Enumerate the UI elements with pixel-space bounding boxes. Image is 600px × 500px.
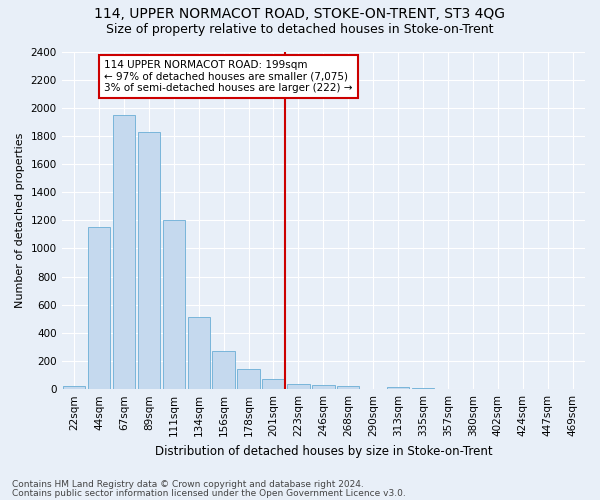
Bar [262, 378, 285, 389]
X-axis label: Distribution of detached houses by size in Stoke-on-Trent: Distribution of detached houses by size … [155, 444, 492, 458]
Text: Contains HM Land Registry data © Crown copyright and database right 2024.: Contains HM Land Registry data © Crown c… [12, 480, 364, 489]
Bar [387, 387, 409, 389]
Bar [287, 384, 310, 389]
Bar [113, 115, 135, 389]
Bar [337, 386, 359, 389]
Bar [163, 220, 185, 389]
Bar [188, 318, 210, 389]
Bar [238, 369, 260, 389]
Bar [412, 388, 434, 389]
Bar [312, 385, 335, 389]
Text: Size of property relative to detached houses in Stoke-on-Trent: Size of property relative to detached ho… [106, 22, 494, 36]
Text: Contains public sector information licensed under the Open Government Licence v3: Contains public sector information licen… [12, 489, 406, 498]
Bar [88, 228, 110, 389]
Bar [63, 386, 85, 389]
Text: 114 UPPER NORMACOT ROAD: 199sqm
← 97% of detached houses are smaller (7,075)
3% : 114 UPPER NORMACOT ROAD: 199sqm ← 97% of… [104, 60, 353, 93]
Y-axis label: Number of detached properties: Number of detached properties [15, 132, 25, 308]
Text: 114, UPPER NORMACOT ROAD, STOKE-ON-TRENT, ST3 4QG: 114, UPPER NORMACOT ROAD, STOKE-ON-TRENT… [95, 8, 505, 22]
Bar [137, 132, 160, 389]
Bar [212, 351, 235, 389]
